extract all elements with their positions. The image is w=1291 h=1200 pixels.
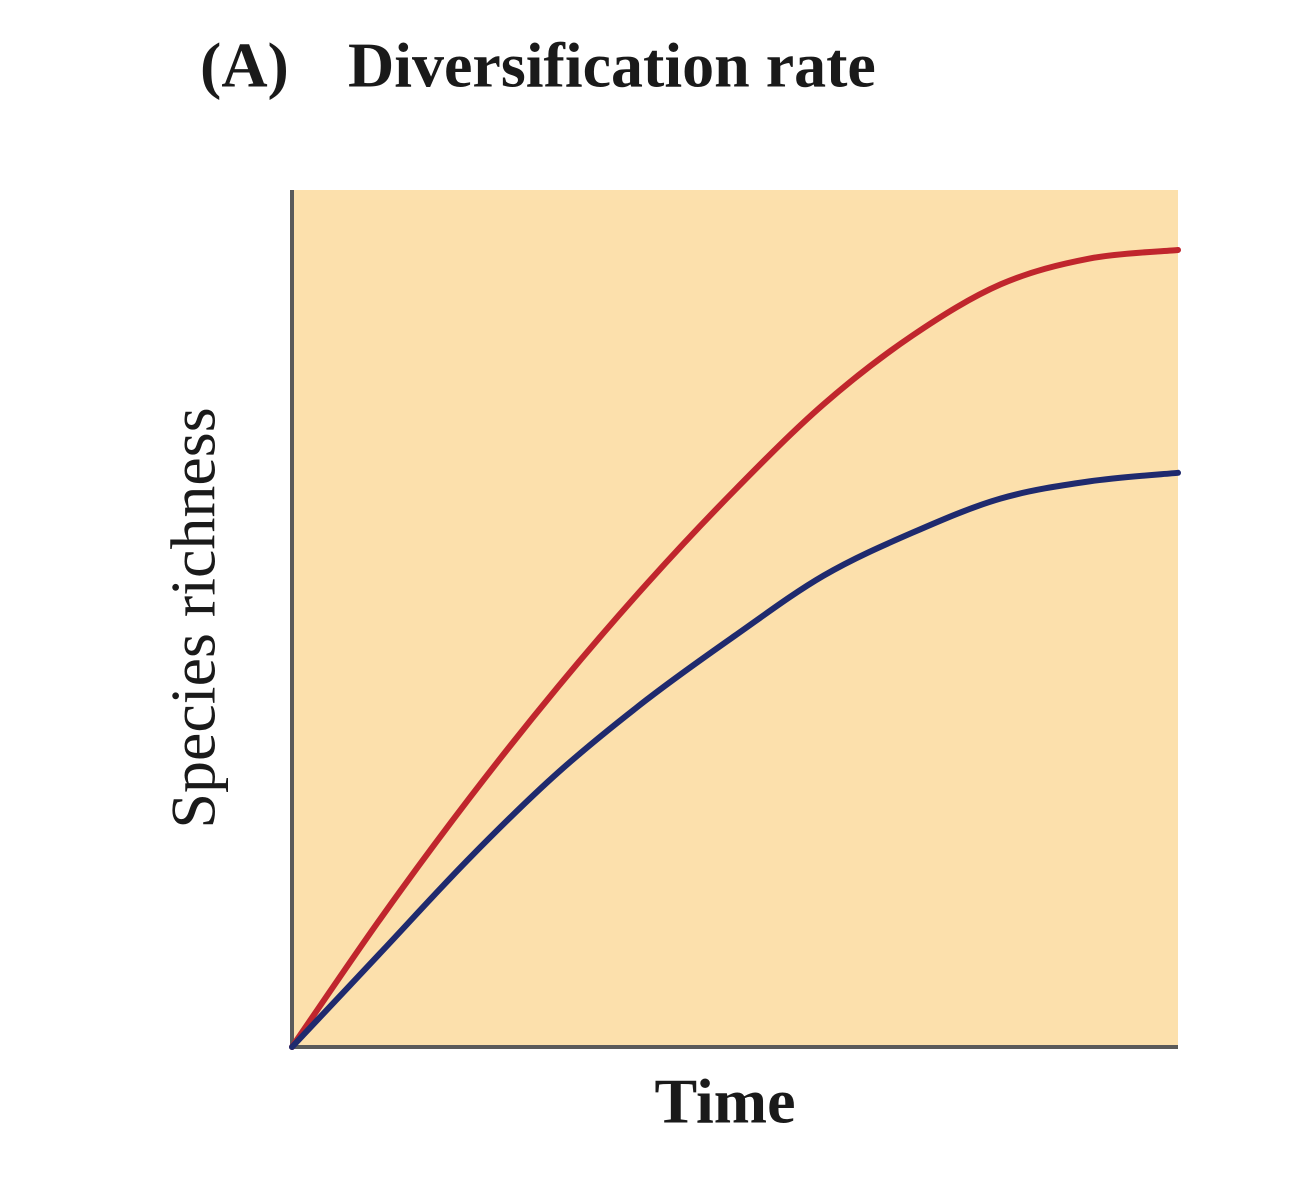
- series-line: [289, 469, 1181, 1050]
- panel-label: (A): [200, 30, 289, 101]
- chart-title: Diversification rate: [348, 30, 876, 101]
- y-axis-label: Species richness: [158, 407, 229, 828]
- x-axis-label: Time: [654, 1066, 795, 1137]
- series-line: [289, 246, 1181, 1050]
- plot-background: [292, 190, 1178, 1047]
